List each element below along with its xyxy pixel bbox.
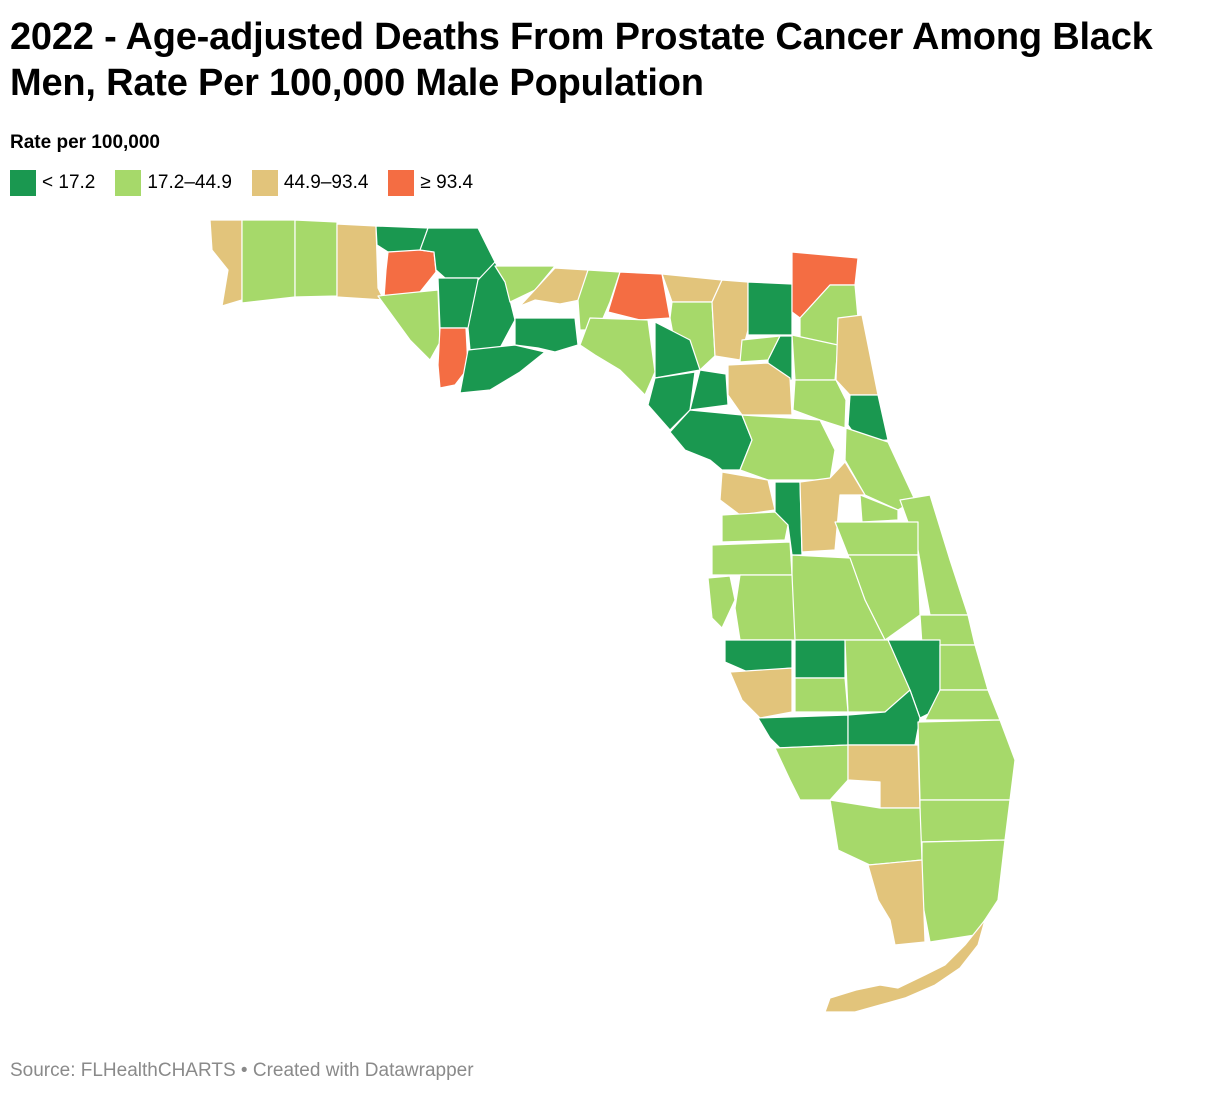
legend-swatch-low <box>10 170 36 196</box>
county-seminole[interactable] <box>859 494 899 523</box>
county-pinellas[interactable] <box>707 575 736 629</box>
legend-label-low: < 17.2 <box>42 172 96 193</box>
county-levy[interactable] <box>669 409 753 471</box>
county-hernando[interactable] <box>721 511 789 543</box>
legend-swatch-mid-high <box>251 170 278 196</box>
county-franklin[interactable] <box>459 344 546 394</box>
county-miami-dade[interactable] <box>921 839 1006 943</box>
county-pasco[interactable] <box>711 541 793 576</box>
footer-separator: • <box>235 1060 253 1081</box>
county-santa-rosa[interactable] <box>241 219 296 304</box>
county-walton[interactable] <box>336 223 385 301</box>
county-collier[interactable] <box>829 799 923 866</box>
legend-item-high: ≥ 93.4 <box>388 170 473 196</box>
county-madison[interactable] <box>607 271 671 321</box>
county-monroe-mainland[interactable] <box>867 859 926 946</box>
florida-county-map <box>209 219 1016 1013</box>
county-charlotte[interactable] <box>757 714 849 749</box>
county-liberty[interactable] <box>467 261 516 351</box>
legend-item-mid-low: 17.2–44.9 <box>115 170 232 196</box>
legend-item-mid-high: 44.9–93.4 <box>251 170 369 196</box>
legend: < 17.2 17.2–44.9 44.9–93.4 ≥ 93.4 <box>10 170 493 196</box>
county-manatee[interactable] <box>724 639 793 673</box>
county-taylor[interactable] <box>579 317 656 396</box>
county-bay[interactable] <box>377 289 441 361</box>
county-hamilton[interactable] <box>661 273 723 303</box>
legend-swatch-high <box>388 170 415 196</box>
county-escambia[interactable] <box>209 219 243 307</box>
legend-label-mid-high: 44.9–93.4 <box>283 172 369 193</box>
legend-title: Rate per 100,000 <box>10 132 160 153</box>
footer-credit[interactable]: Created with Datawrapper <box>252 1060 474 1081</box>
legend-swatch-mid-low <box>115 170 142 196</box>
county-putnam[interactable] <box>792 379 847 429</box>
county-gadsden[interactable] <box>494 265 556 303</box>
legend-item-low: < 17.2 <box>10 170 95 196</box>
county-desoto[interactable] <box>794 677 849 713</box>
footer: Source: FLHealthCHARTS • Created with Da… <box>10 1060 474 1082</box>
county-lake[interactable] <box>799 461 866 553</box>
county-gilchrist[interactable] <box>689 369 729 411</box>
county-baker[interactable] <box>747 281 793 336</box>
county-okaloosa[interactable] <box>294 219 338 298</box>
legend-label-high: ≥ 93.4 <box>420 172 474 193</box>
county-sarasota[interactable] <box>729 667 793 719</box>
county-dixie[interactable] <box>647 371 696 431</box>
county-lee[interactable] <box>774 744 849 801</box>
county-hillsborough[interactable] <box>734 574 796 641</box>
county-volusia[interactable] <box>844 427 916 511</box>
footer-source[interactable]: Source: FLHealthCHARTS <box>10 1060 236 1081</box>
county-marion[interactable] <box>739 414 836 481</box>
county-orange[interactable] <box>834 521 919 556</box>
chart-title: 2022 - Age-adjusted Deaths From Prostate… <box>10 16 1153 104</box>
county-st-lucie[interactable] <box>939 644 989 691</box>
county-st-johns[interactable] <box>835 314 879 396</box>
county-gulf[interactable] <box>437 327 469 389</box>
county-alachua[interactable] <box>727 362 793 416</box>
county-hendry[interactable] <box>847 744 921 809</box>
county-palm-beach[interactable] <box>917 719 1016 801</box>
county-monroe-keys[interactable] <box>824 919 986 1013</box>
county-broward[interactable] <box>919 799 1011 843</box>
county-hardee[interactable] <box>794 639 846 679</box>
legend-label-mid-low: 17.2–44.9 <box>147 172 232 193</box>
